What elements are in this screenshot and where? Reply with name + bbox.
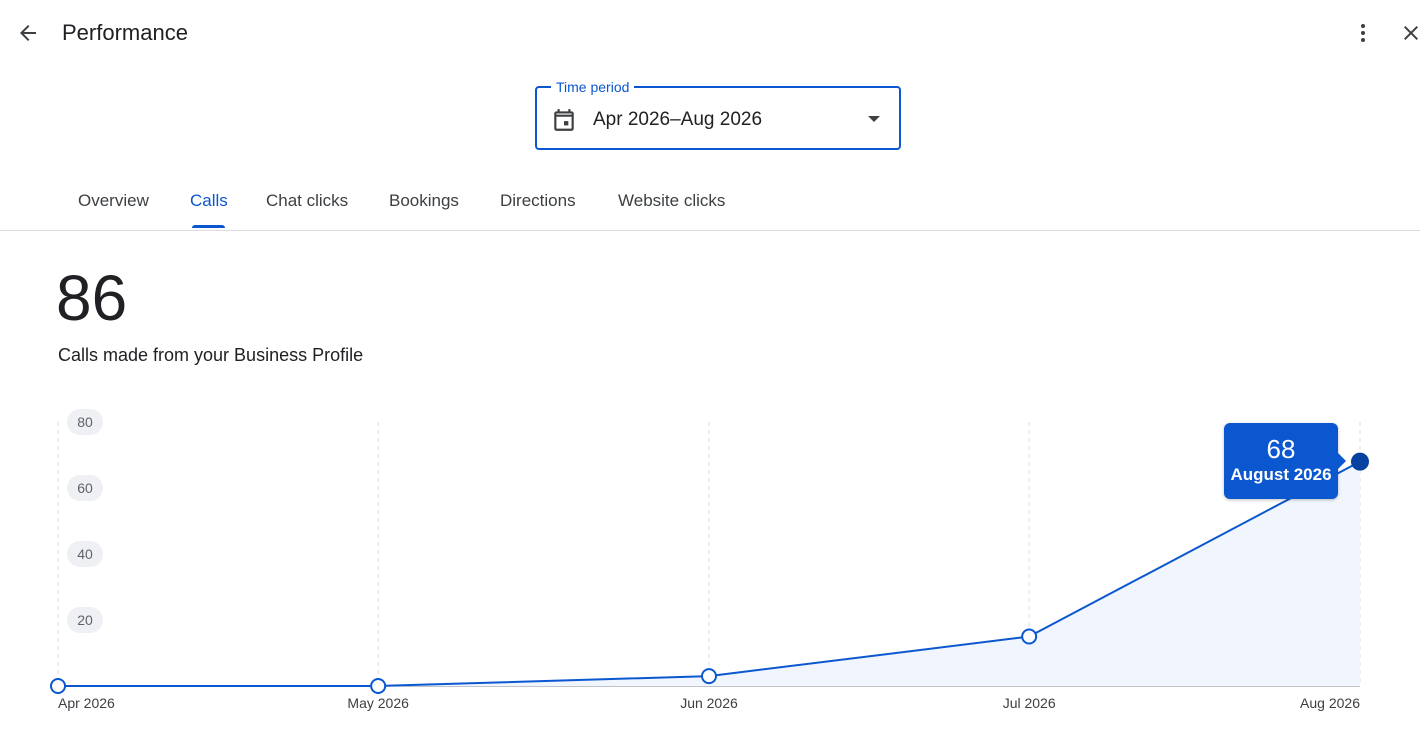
chart-tooltip: 68 August 2026 [1224,423,1346,499]
y-tick-label: 60 [77,480,93,496]
time-period-select[interactable]: Time period Apr 2026–Aug 2026 [535,78,901,150]
y-tick-label: 80 [77,414,93,430]
y-tick-pill [67,541,103,567]
tab-overview[interactable]: Overview [78,191,149,210]
x-tick-label: Jun 2026 [680,695,738,711]
calendar-icon [554,109,574,131]
tab-calls[interactable]: Calls [190,191,228,210]
series-area [58,461,1360,686]
y-tick-label: 40 [77,546,93,562]
data-point [50,678,66,694]
app-header: Performance [0,0,1420,66]
x-tick-label: May 2026 [347,695,409,711]
tooltip-label: August 2026 [1230,465,1332,484]
arrow-back-icon [20,25,36,41]
dropdown-arrow-icon [868,116,880,122]
highlighted-data-point [1351,452,1369,471]
close-button[interactable] [1397,19,1420,47]
metric-total: 86 [56,262,128,334]
data-point [370,678,387,694]
page-title: Performance [62,20,188,45]
x-tick-label: Aug 2026 [1300,695,1360,711]
tab-directions[interactable]: Directions [500,191,576,210]
more-options-button[interactable] [1350,19,1376,47]
y-tick-pill [67,409,103,435]
x-tick-label: Jul 2026 [1003,695,1056,711]
tab-bookings[interactable]: Bookings [389,191,459,210]
x-tick-label: Apr 2026 [58,695,115,711]
calls-chart: 20 40 60 80 Apr 2026 May 2026 Jun 2026 Jul 2026… [50,409,1369,711]
metric-tabs: Overview Calls Chat clicks Bookings Dire… [0,178,1420,231]
close-icon [1404,26,1418,40]
tab-chat-clicks[interactable]: Chat clicks [266,191,349,210]
time-period-value: Apr 2026–Aug 2026 [593,109,763,130]
active-tab-indicator [192,225,225,228]
tooltip-value: 68 [1266,434,1296,464]
y-tick-label: 20 [77,612,93,628]
data-point [1021,628,1038,645]
data-point [701,668,717,685]
y-tick-pill [67,607,103,633]
time-period-label: Time period [551,78,635,96]
more-vert-icon [1361,24,1365,42]
tab-website-clicks[interactable]: Website clicks [618,191,726,210]
back-button[interactable] [14,19,42,47]
metric-description: Calls made from your Business Profile [58,345,364,365]
y-tick-pill [67,475,103,501]
